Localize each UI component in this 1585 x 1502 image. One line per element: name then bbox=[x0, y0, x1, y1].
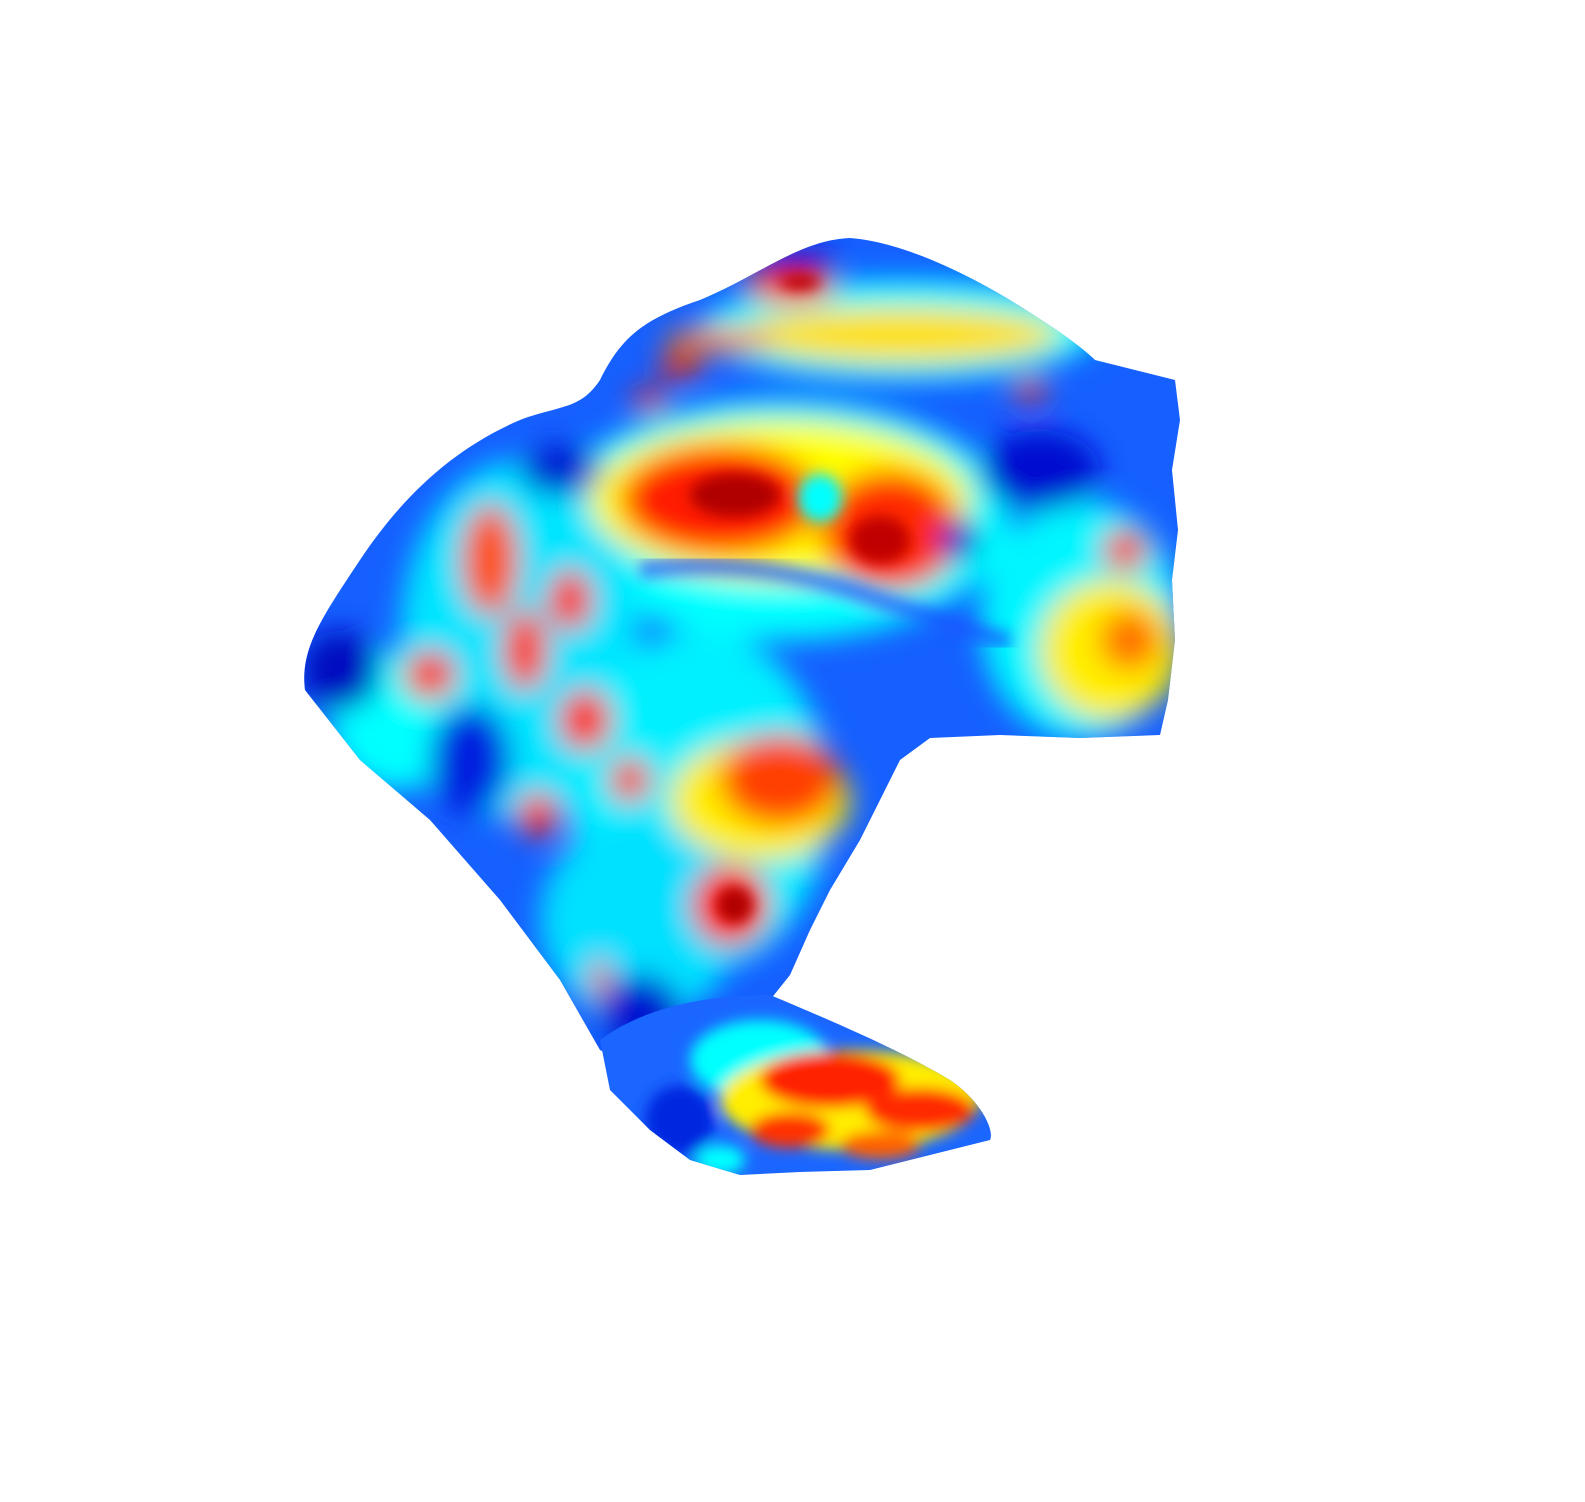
cyan-hole bbox=[798, 474, 842, 522]
foot-surface bbox=[600, 995, 991, 1175]
foot-red-3 bbox=[750, 1112, 830, 1148]
foot-red-2 bbox=[865, 1088, 975, 1132]
red-upper-right-dot bbox=[1012, 380, 1048, 400]
deep-blue-right bbox=[980, 430, 1100, 510]
orange-shin-patch bbox=[720, 735, 840, 825]
red-right-dot bbox=[1103, 530, 1147, 570]
upper-leg-surface bbox=[304, 238, 1180, 1070]
foot-field-blobs bbox=[645, 1020, 980, 1175]
dark-red-core-3 bbox=[717, 887, 753, 923]
orange-top bbox=[665, 328, 775, 352]
foot-red-1 bbox=[760, 1052, 900, 1108]
upper-field-blobs bbox=[304, 248, 1180, 1045]
upper-field-cores bbox=[690, 274, 910, 923]
foot-cyan-2 bbox=[695, 1145, 745, 1175]
dark-red-core-1 bbox=[690, 473, 780, 517]
foot-orange bbox=[840, 1131, 920, 1159]
deep-blue-top bbox=[765, 248, 835, 272]
deep-blue-upper bbox=[520, 445, 600, 495]
dark-red-core-4 bbox=[780, 274, 820, 290]
foot-deep-blue bbox=[645, 1085, 715, 1155]
red-knee-stripe bbox=[462, 505, 518, 615]
dark-red-core-2 bbox=[850, 516, 910, 564]
orange-right bbox=[1100, 610, 1160, 670]
deep-blue-left bbox=[304, 630, 380, 710]
halo-lower-shin bbox=[540, 820, 740, 1020]
red-shin-dot bbox=[610, 758, 650, 802]
red-shin-upper bbox=[559, 690, 611, 750]
red-small-dot bbox=[518, 793, 558, 837]
red-edge-dot bbox=[592, 958, 608, 1002]
red-left-dot bbox=[404, 651, 456, 699]
red-top-left-dot bbox=[658, 353, 702, 377]
red-knee-dot bbox=[548, 570, 592, 630]
deep-blue-lower-left bbox=[430, 705, 510, 815]
deep-blue-small bbox=[940, 520, 980, 560]
yellow-top-ridge bbox=[740, 307, 1060, 363]
red-top-left-dot-2 bbox=[632, 390, 668, 410]
fold-shadow bbox=[638, 557, 1011, 649]
red-knee-lower bbox=[503, 610, 547, 690]
